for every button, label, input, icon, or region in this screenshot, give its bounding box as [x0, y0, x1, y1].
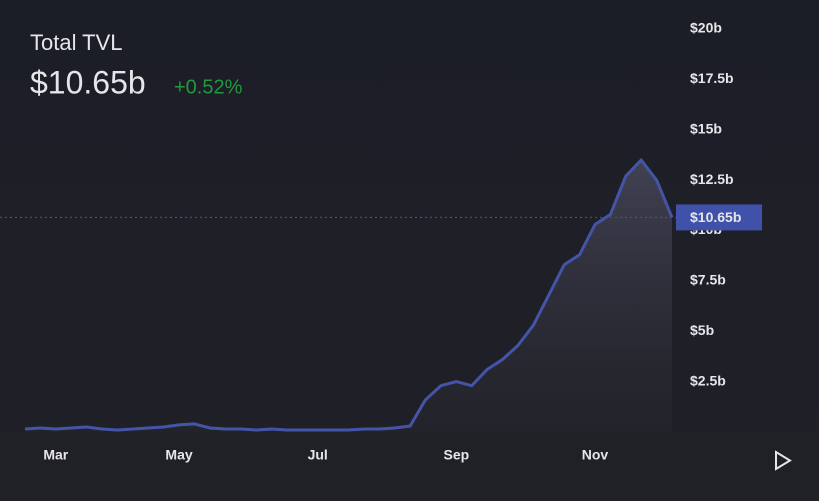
x-tick-label: Sep	[443, 447, 469, 463]
last-value-label: $10.65b	[690, 209, 741, 225]
y-tick-label: $12.5b	[690, 171, 734, 187]
x-tick-label: May	[165, 447, 192, 463]
area	[25, 160, 672, 432]
play-button[interactable]	[775, 450, 792, 471]
current-value: $10.65b	[30, 64, 146, 100]
x-tick-label: Nov	[582, 447, 609, 463]
y-tick-label: $7.5b	[690, 272, 726, 288]
line	[24, 158, 674, 432]
change: +0.52%	[174, 76, 243, 98]
y-tick-label: $20b	[690, 20, 722, 36]
chart-title: Total TVL	[30, 30, 123, 55]
x-tick-label: Mar	[43, 447, 68, 463]
x-tick-label: Jul	[308, 447, 328, 463]
y-tick-label: $15b	[690, 120, 722, 136]
y-tick-label: $5b	[690, 322, 714, 338]
last-value-box	[676, 204, 762, 231]
y-tick-label: $2.5b	[690, 372, 726, 388]
y-tick-label: $17.5b	[690, 70, 734, 86]
